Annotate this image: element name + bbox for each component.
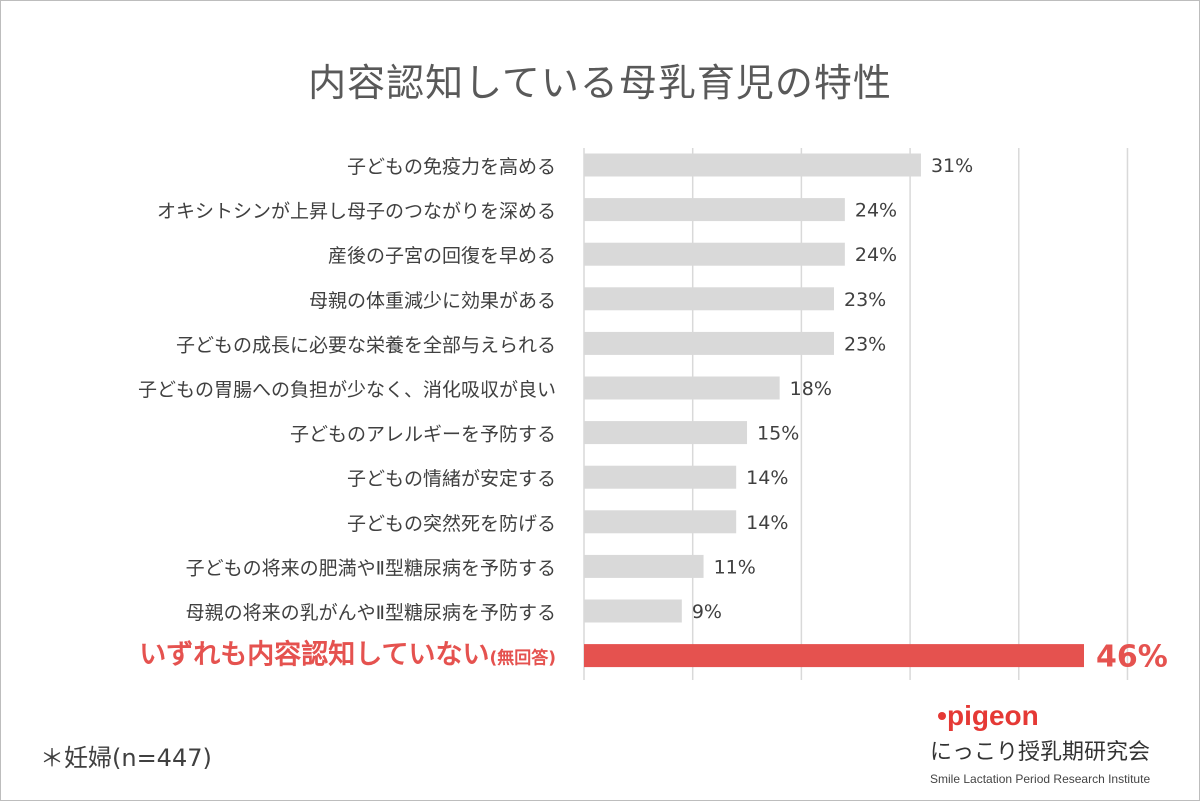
category-label: 産後の子宮の回復を早める xyxy=(328,245,556,267)
category-label: 子どものアレルギーを予防する xyxy=(290,424,556,446)
category-label-text: 子どもの免疫力を高める xyxy=(347,156,556,178)
bar xyxy=(584,465,737,489)
category-label-text: 子どもの将来の肥満やⅡ型糖尿病を予防する xyxy=(186,557,556,579)
logo-text: pigeon xyxy=(947,700,1039,731)
bar xyxy=(584,599,682,623)
value-label: 14% xyxy=(746,512,788,534)
value-label: 31% xyxy=(931,155,973,177)
value-label: 18% xyxy=(790,378,832,400)
category-label-text: 子どもの胃腸への負担が少なく、消化吸収が良い xyxy=(138,379,556,401)
category-label: 子どもの情緒が安定する xyxy=(347,468,556,490)
category-label-text: 子どもの突然死を防げる xyxy=(347,513,556,535)
category-label-suffix: (無回答) xyxy=(489,648,556,669)
value-label: 23% xyxy=(844,333,886,355)
brand-name-en: Smile Lactation Period Research Institut… xyxy=(930,772,1151,786)
category-label: 母親の将来の乳がんやⅡ型糖尿病を予防する xyxy=(186,602,556,624)
bar xyxy=(584,242,845,266)
category-label-text: 母親の体重減少に効果がある xyxy=(309,290,556,312)
category-label-text: 母親の将来の乳がんやⅡ型糖尿病を予防する xyxy=(186,602,556,624)
category-label: 子どもの突然死を防げる xyxy=(347,513,556,535)
category-label: 子どもの成長に必要な栄養を全部与えられる xyxy=(176,334,556,356)
category-label: オキシトシンが上昇し母子のつながりを深める xyxy=(157,201,556,223)
value-label: 11% xyxy=(714,556,756,578)
chart-title: 内容認知している母乳育児の特性 xyxy=(308,61,892,105)
logo-dot-icon xyxy=(938,712,946,720)
category-label: 子どもの将来の肥満やⅡ型糖尿病を予防する xyxy=(186,557,556,579)
value-label: 14% xyxy=(746,467,788,489)
category-label-text: 子どもの成長に必要な栄養を全部与えられる xyxy=(176,334,556,356)
value-label: 15% xyxy=(757,423,799,445)
bar xyxy=(584,510,737,534)
category-label-text: いずれも内容認知していない xyxy=(139,639,489,671)
category-label: 母親の体重減少に効果がある xyxy=(309,290,556,312)
bar xyxy=(584,198,845,222)
value-label: 24% xyxy=(855,244,897,266)
bar xyxy=(584,376,780,400)
brand-name-ja: にっこり授乳期研究会 xyxy=(930,740,1151,765)
value-label: 24% xyxy=(855,200,897,222)
category-label: 子どもの胃腸への負担が少なく、消化吸収が良い xyxy=(138,379,556,401)
bar xyxy=(584,287,834,311)
category-label-text: 産後の子宮の回復を早める xyxy=(328,245,556,267)
bar xyxy=(584,331,834,355)
bar xyxy=(584,153,921,177)
bar xyxy=(584,421,748,445)
category-label-text: オキシトシンが上昇し母子のつながりを深める xyxy=(157,201,556,223)
brand-block: pigeon にっこり授乳期研究会 Smile Lactation Period… xyxy=(930,700,1180,786)
category-label: いずれも内容認知していない(無回答) xyxy=(139,639,556,671)
category-label-text: 子どものアレルギーを予防する xyxy=(290,424,556,446)
value-label: 46% xyxy=(1096,640,1168,675)
value-label: 9% xyxy=(692,601,722,623)
category-label: 子どもの免疫力を高める xyxy=(347,156,556,178)
bar xyxy=(584,644,1084,668)
value-label: 23% xyxy=(844,289,886,311)
sample-note: ＊妊婦(n=447) xyxy=(40,744,212,772)
pigeon-logo: pigeon xyxy=(938,700,1180,732)
bar xyxy=(584,554,704,578)
category-label-text: 子どもの情緒が安定する xyxy=(347,468,556,490)
